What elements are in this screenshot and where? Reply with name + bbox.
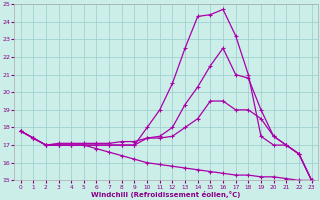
X-axis label: Windchill (Refroidissement éolien,°C): Windchill (Refroidissement éolien,°C) [92, 191, 241, 198]
